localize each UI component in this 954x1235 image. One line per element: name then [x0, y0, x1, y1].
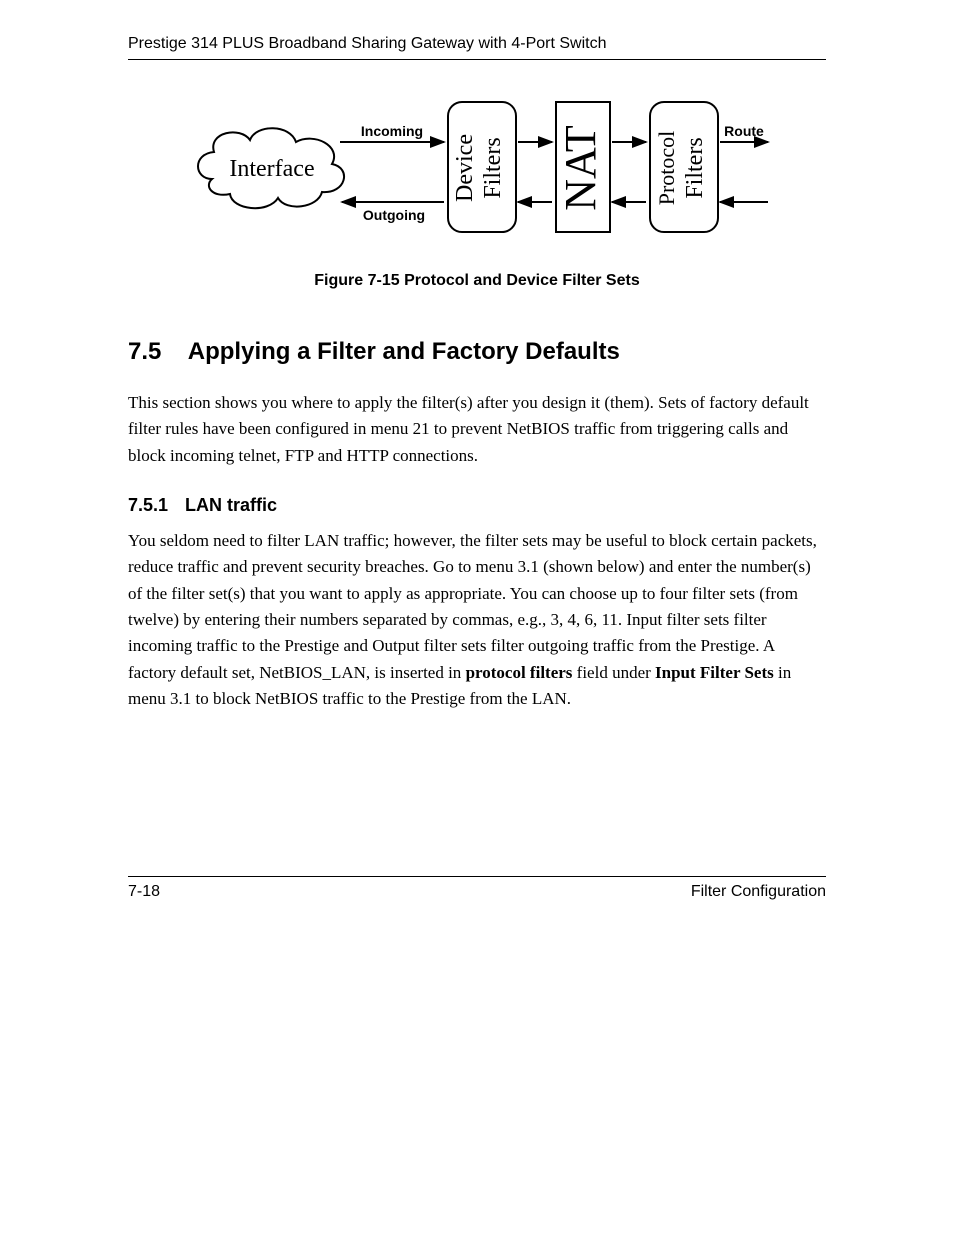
- device-filters-label-1: Device: [452, 134, 478, 202]
- section-title: Applying a Filter and Factory Defaults: [188, 338, 620, 365]
- protocol-filters-label-1: Protocol: [654, 131, 679, 206]
- subsection-7-5-1-body: You seldom need to filter LAN traffic; h…: [128, 528, 826, 712]
- section-number: 7.5: [128, 338, 182, 366]
- footer-chapter: Filter Configuration: [691, 883, 826, 901]
- subsection-number: 7.5.1: [128, 495, 180, 516]
- interface-cloud: Interface: [198, 128, 344, 208]
- protocol-filters-label-2: Filters: [682, 137, 708, 198]
- filter-sets-diagram: Interface Incoming Outgoing Device Filte…: [182, 94, 772, 244]
- figure-7-15: Interface Incoming Outgoing Device Filte…: [128, 94, 826, 244]
- lan-para-pre: You seldom need to filter LAN traffic; h…: [128, 531, 817, 682]
- page-number: 7-18: [128, 883, 160, 901]
- figure-caption: Figure 7-15 Protocol and Device Filter S…: [128, 272, 826, 290]
- incoming-label: Incoming: [361, 123, 423, 139]
- page-footer: 7-18 Filter Configuration: [128, 876, 826, 901]
- bold-input-filter-sets: Input Filter Sets: [655, 663, 774, 682]
- section-7-5-heading: 7.5 Applying a Filter and Factory Defaul…: [128, 338, 826, 366]
- subsection-7-5-1-heading: 7.5.1 LAN traffic: [128, 495, 826, 516]
- subsection-title: LAN traffic: [185, 495, 277, 515]
- section-7-5-intro: This section shows you where to apply th…: [128, 390, 826, 469]
- document-page: Prestige 314 PLUS Broadband Sharing Gate…: [0, 0, 954, 1235]
- lan-para-mid1: field under: [572, 663, 655, 682]
- running-header: Prestige 314 PLUS Broadband Sharing Gate…: [128, 35, 826, 60]
- interface-label: Interface: [229, 156, 314, 182]
- nat-label: NAT: [556, 125, 605, 211]
- route-label: Route: [724, 123, 764, 139]
- device-filters-label-2: Filters: [480, 137, 506, 198]
- bold-protocol-filters: protocol filters: [466, 663, 573, 682]
- outgoing-label: Outgoing: [363, 207, 425, 223]
